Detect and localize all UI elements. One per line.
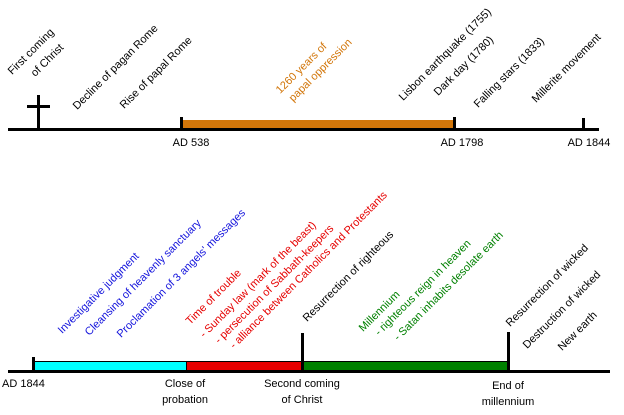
axis-label-line: probation <box>162 394 208 406</box>
axis-label-line: Close of <box>164 378 206 390</box>
time-of-trouble-bar <box>186 361 304 371</box>
event-righteous-reign-in-heaven: - righteous reign in heaven <box>372 237 474 339</box>
axis-label-ad538: AD 538 <box>172 137 210 149</box>
tick-end-of-millennium <box>507 332 510 370</box>
axis-label-second-coming: Second coming of Christ <box>252 376 352 408</box>
tick-ad1844-top <box>582 118 585 129</box>
event-satan-inhabits-desolate-earth: - Satan inhabits desolate earth <box>391 229 506 344</box>
axis-label-line: Second coming <box>264 378 340 390</box>
tick-second-coming <box>301 333 304 370</box>
tick-ad538 <box>180 117 183 129</box>
axis-label-ad1844-bottom: AD 1844 <box>2 378 45 390</box>
cross-icon <box>37 95 40 129</box>
tick-ad1844-bottom <box>32 357 35 370</box>
axis-label-ad1844-top: AD 1844 <box>567 137 611 149</box>
axis-label-close-of-probation: Close of probation <box>135 376 235 408</box>
event-decline-pagan-rome: Decline of pagan Rome <box>70 22 161 113</box>
axis-label-end-of-millennium: End of millennium <box>458 378 558 410</box>
top-axis-line <box>8 128 599 131</box>
papal-oppression-bar <box>181 120 455 128</box>
axis-label-line: of Christ <box>281 394 323 406</box>
tick-ad1798 <box>453 117 456 129</box>
cross-icon <box>27 105 50 108</box>
investigative-judgment-bar <box>33 361 187 371</box>
axis-label-ad1798: AD 1798 <box>440 137 484 149</box>
axis-label-line: millennium <box>481 396 535 408</box>
axis-label-line: End of <box>492 380 524 392</box>
millennium-bar <box>303 361 509 371</box>
bottom-axis-line <box>8 370 610 373</box>
